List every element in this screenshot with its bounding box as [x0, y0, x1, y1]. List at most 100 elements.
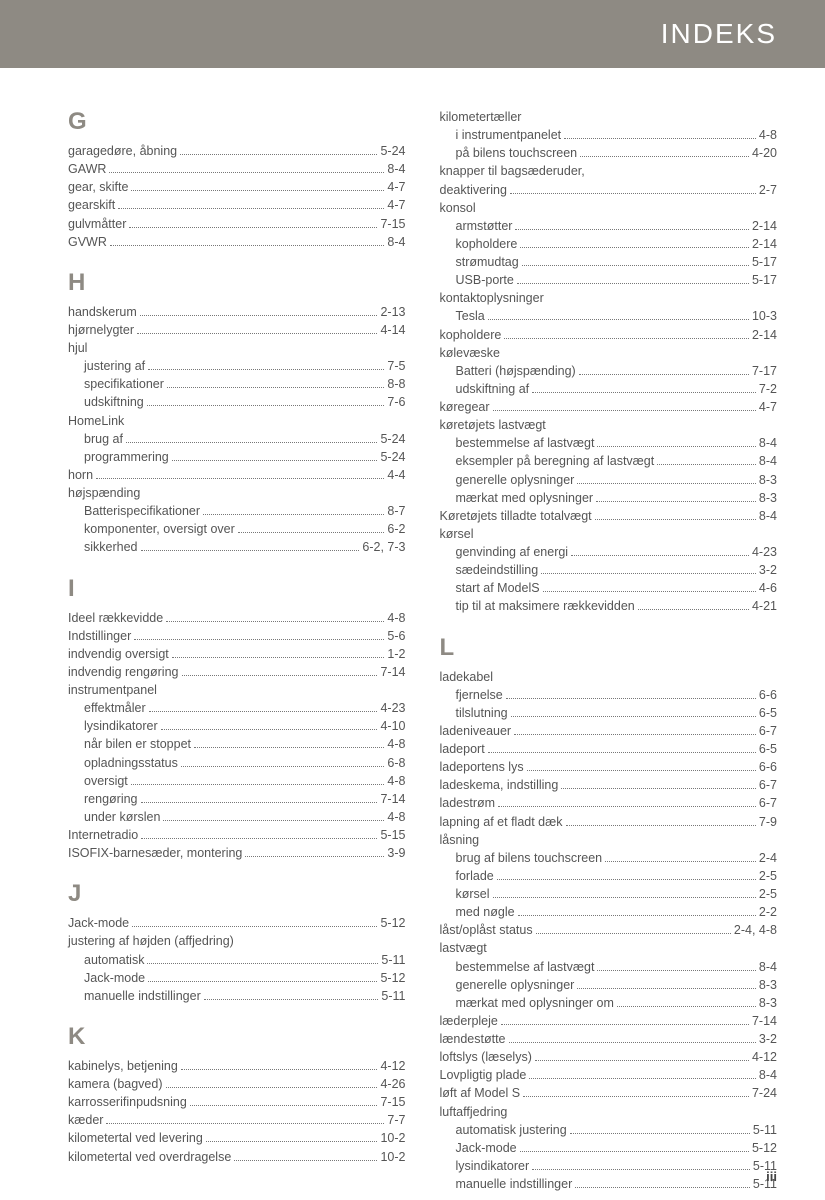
- entry-dots: [163, 820, 384, 821]
- entry-page: 2-5: [759, 867, 777, 885]
- entry-dots: [181, 766, 385, 767]
- entry-page: 7-15: [380, 1093, 405, 1111]
- entry-label: lysindikatorer: [456, 1157, 530, 1175]
- entry-page: 3-9: [387, 844, 405, 862]
- index-entry: manuelle indstillinger5-11: [440, 1175, 778, 1193]
- entry-page: 6-5: [759, 740, 777, 758]
- entry-page: 5-12: [380, 969, 405, 987]
- entry-dots: [141, 550, 360, 551]
- index-entry: kontaktoplysninger: [440, 289, 778, 307]
- index-entry: køregear4-7: [440, 398, 778, 416]
- index-entry: karrosserifinpudsning7-15: [68, 1093, 406, 1111]
- index-entry: lændestøtte3-2: [440, 1030, 778, 1048]
- entry-page: 5-24: [380, 448, 405, 466]
- entry-dots: [166, 621, 384, 622]
- index-entry: kopholdere2-14: [440, 326, 778, 344]
- entry-dots: [514, 734, 756, 735]
- index-entry: når bilen er stoppet4-8: [68, 735, 406, 753]
- entry-label: mærkat med oplysninger om: [456, 994, 614, 1012]
- entry-label: på bilens touchscreen: [456, 144, 578, 162]
- entry-dots: [575, 1187, 750, 1188]
- index-entry: Jack-mode 5-12: [68, 969, 406, 987]
- entry-dots: [509, 1042, 756, 1043]
- entry-page: 4-23: [752, 543, 777, 561]
- entry-label: Jack-mode: [84, 969, 145, 987]
- entry-label: højspænding: [68, 484, 140, 502]
- entry-dots: [536, 933, 731, 934]
- entry-label: manuelle indstillinger: [84, 987, 201, 1005]
- entry-page: 8-4: [759, 1066, 777, 1084]
- index-entry: ladekabel: [440, 668, 778, 686]
- index-entry: kilometertæller: [440, 108, 778, 126]
- index-entry: Jack-mode5-12: [68, 914, 406, 932]
- index-entry: GVWR8-4: [68, 233, 406, 251]
- entry-label: generelle oplysninger: [456, 976, 575, 994]
- header-bar: INDEKS: [0, 0, 825, 68]
- entry-label: udskiftning af: [456, 380, 530, 398]
- entry-dots: [543, 591, 756, 592]
- entry-dots: [570, 1133, 750, 1134]
- entry-label: brug af: [84, 430, 123, 448]
- entry-page: 8-4: [759, 452, 777, 470]
- index-entry: loftslys (læselys)4-12: [440, 1048, 778, 1066]
- entry-label: kølevæske: [440, 344, 500, 362]
- entry-label: Jack-mode: [456, 1139, 517, 1157]
- entry-label: låsning: [440, 831, 480, 849]
- entry-page: 3-2: [759, 1030, 777, 1048]
- entry-label: start af ModelS: [456, 579, 540, 597]
- entry-label: gulvmåtter: [68, 215, 126, 233]
- index-entry: horn4-4: [68, 466, 406, 484]
- entry-page: 2-2: [759, 903, 777, 921]
- entry-dots: [488, 319, 749, 320]
- entry-label: Internetradio: [68, 826, 138, 844]
- entry-dots: [657, 464, 756, 465]
- entry-label: når bilen er stoppet: [84, 735, 191, 753]
- index-entry: deaktivering2-7: [440, 181, 778, 199]
- entry-dots: [520, 1151, 749, 1152]
- entry-label: automatisk justering: [456, 1121, 567, 1139]
- section-letter: J: [68, 880, 406, 908]
- left-column: Ggaragedøre, åbning5-24GAWR8-4gear, skif…: [68, 108, 406, 1193]
- entry-label: under kørslen: [84, 808, 160, 826]
- index-entry: genvinding af energi4-23: [440, 543, 778, 561]
- entry-dots: [597, 970, 755, 971]
- entry-dots: [596, 501, 756, 502]
- entry-page: 5-17: [752, 271, 777, 289]
- index-entry: Lovpligtig plade8-4: [440, 1066, 778, 1084]
- entry-label: tip til at maksimere rækkevidden: [456, 597, 635, 615]
- entry-label: justering af: [84, 357, 145, 375]
- entry-page: 7-14: [752, 1012, 777, 1030]
- entry-label: kabinelys, betjening: [68, 1057, 178, 1075]
- entry-dots: [577, 483, 756, 484]
- entry-page: 7-9: [759, 813, 777, 831]
- entry-dots: [137, 333, 377, 334]
- entry-dots: [532, 392, 756, 393]
- entry-dots: [106, 1123, 384, 1124]
- entry-label: GVWR: [68, 233, 107, 251]
- index-entry: køretøjets lastvægt: [440, 416, 778, 434]
- section-letter: K: [68, 1023, 406, 1051]
- entry-page: 5-15: [380, 826, 405, 844]
- entry-dots: [148, 981, 377, 982]
- entry-label: Indstillinger: [68, 627, 131, 645]
- entry-label: bestemmelse af lastvægt: [456, 958, 595, 976]
- entry-label: mærkat med oplysninger: [456, 489, 594, 507]
- entry-page: 4-20: [752, 144, 777, 162]
- entry-label: HomeLink: [68, 412, 124, 430]
- entry-dots: [167, 387, 385, 388]
- index-entry: forlade2-5: [440, 867, 778, 885]
- entry-dots: [131, 784, 385, 785]
- entry-label: udskiftning: [84, 393, 144, 411]
- entry-label: lysindikatorer: [84, 717, 158, 735]
- index-entry: gulvmåtter7-15: [68, 215, 406, 233]
- index-entry: brug af bilens touchscreen2-4: [440, 849, 778, 867]
- entry-page: 4-12: [380, 1057, 405, 1075]
- entry-dots: [126, 442, 378, 443]
- index-entry: kølevæske: [440, 344, 778, 362]
- entry-dots: [141, 802, 378, 803]
- entry-label: Ideel rækkevidde: [68, 609, 163, 627]
- entry-label: deaktivering: [440, 181, 507, 199]
- index-entry: bestemmelse af lastvægt8-4: [440, 958, 778, 976]
- index-entry: handskerum2-13: [68, 303, 406, 321]
- entry-dots: [180, 154, 377, 155]
